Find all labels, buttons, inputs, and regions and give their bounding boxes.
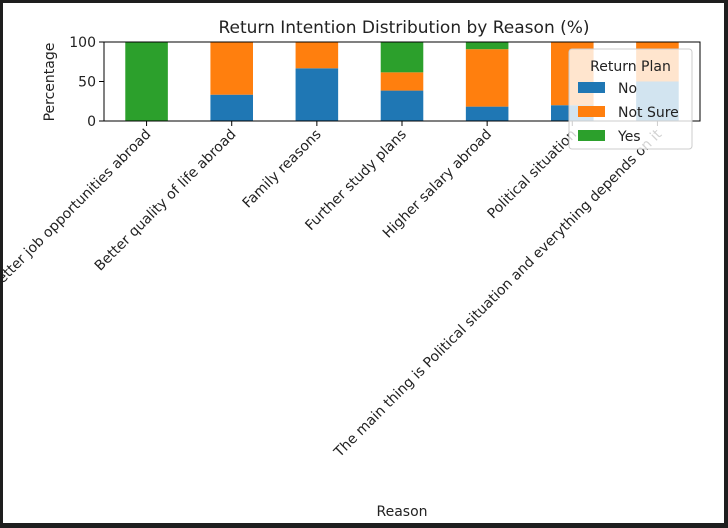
- legend-swatch-1: [578, 106, 605, 117]
- y-axis-label: Percentage: [42, 43, 58, 122]
- y-tick-label-50: 50: [78, 75, 96, 91]
- legend-box: [568, 48, 693, 150]
- bar-no-4: [465, 106, 509, 121]
- x-tick-label-2: Family reasons: [240, 127, 325, 212]
- legend-label-1: Not Sure: [618, 105, 679, 121]
- bar-no-2: [295, 68, 339, 121]
- bar-no-1: [210, 94, 253, 121]
- y-tick-label-0: 0: [87, 114, 96, 130]
- bar-yes-4: [465, 42, 509, 50]
- x-tick-label-1: Better quality of life abroad: [92, 127, 240, 275]
- x-axis-label: Reason: [376, 504, 427, 520]
- y-axis: 0 50 100: [69, 35, 104, 130]
- bar-not-sure-2: [295, 42, 339, 69]
- bar-not-sure-3: [380, 72, 424, 91]
- legend-title: Return Plan: [590, 59, 671, 75]
- x-tick-label-0: Better job opportunities abroad: [3, 127, 154, 294]
- bar-yes-3: [380, 42, 424, 73]
- legend-swatch-0: [578, 82, 605, 93]
- chart: Return Intention Distribution by Reason …: [0, 18, 701, 520]
- bar-not-sure-1: [210, 42, 253, 95]
- legend: Return Plan No Not Sure Yes: [568, 48, 693, 150]
- legend-label-0: No: [618, 81, 637, 97]
- y-tick-label-100: 100: [69, 35, 96, 51]
- x-tick-label-5: Political situation: [484, 127, 580, 223]
- legend-label-2: Yes: [617, 129, 641, 145]
- x-tick-label-6: The main thing is Political situation an…: [331, 126, 666, 461]
- legend-swatch-2: [578, 130, 605, 141]
- bar-yes-0: [125, 42, 168, 121]
- bar-not-sure-4: [465, 49, 509, 107]
- chart-frame: Return Intention Distribution by Reason …: [0, 3, 724, 523]
- bar-no-3: [380, 90, 424, 121]
- chart-title: Return Intention Distribution by Reason …: [218, 18, 589, 38]
